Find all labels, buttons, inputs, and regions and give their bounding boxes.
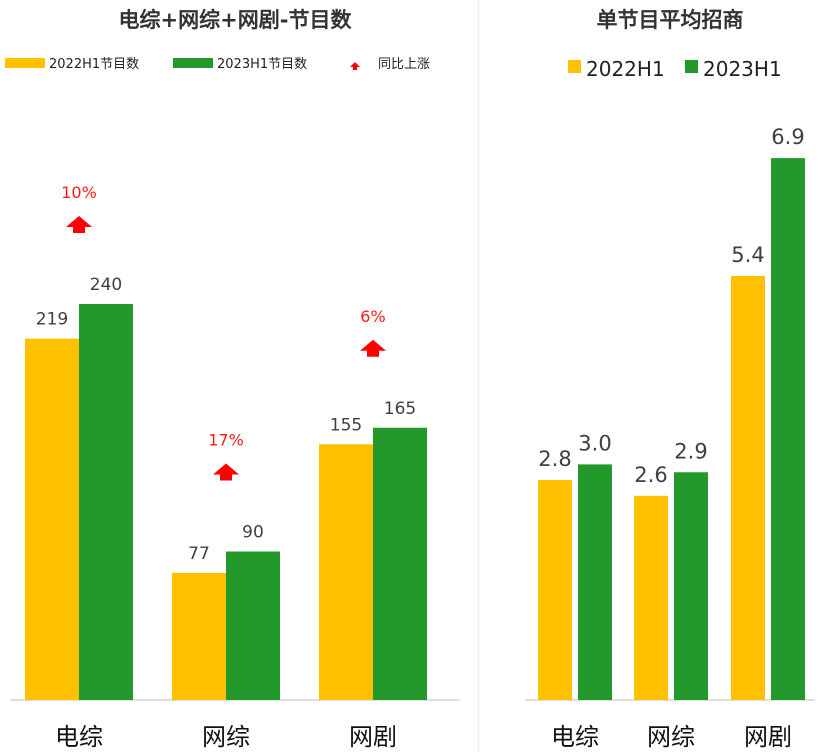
data-label: 2.9: [674, 439, 707, 463]
bar: [79, 304, 133, 700]
category-label: 电综: [55, 723, 103, 751]
growth-label: 6%: [360, 307, 385, 326]
legend-up-arrow-icon: [350, 62, 360, 70]
avg-sponsorship-chart: 单节目平均招商 2022H1 2023H1 2.8 3.0 电综 2.6 2.9 网综 5.4 6…: [520, 0, 820, 752]
legend-swatch: [5, 58, 45, 68]
legend-swatch: [685, 60, 698, 73]
data-label: 165: [384, 399, 416, 419]
data-label: 77: [188, 544, 210, 564]
bar: [373, 427, 427, 700]
legend-label: 2023H1节目数: [217, 57, 307, 72]
growth-label: 10%: [61, 183, 97, 202]
data-label: 155: [330, 415, 362, 435]
bar: [771, 158, 805, 700]
bar: [634, 495, 668, 700]
legend-label: 2023H1: [703, 57, 782, 81]
bar: [172, 572, 226, 700]
panel-divider: [478, 0, 479, 752]
category-label: 网剧: [349, 723, 397, 751]
up-arrow-icon: [360, 339, 386, 357]
legend-swatch: [568, 60, 581, 73]
data-label: 219: [36, 310, 68, 330]
up-arrow-icon: [66, 216, 92, 233]
legend-label: 2022H1节目数: [49, 57, 139, 72]
category-label: 网综: [647, 723, 695, 751]
data-label: 2.8: [538, 447, 571, 471]
legend-swatch: [173, 58, 213, 68]
bar: [538, 480, 572, 700]
program-count-plot: 2022H1节目数 2023H1节目数 同比上涨 219 240 10% 电综 77 90 17%…: [5, 57, 460, 751]
data-label: 90: [242, 523, 264, 543]
bar: [578, 464, 612, 700]
data-label: 5.4: [731, 243, 764, 267]
data-label: 3.0: [578, 431, 611, 455]
bar: [226, 551, 280, 700]
legend-label: 同比上涨: [378, 57, 430, 72]
category-label: 网综: [202, 723, 250, 751]
category-label: 网剧: [744, 723, 792, 751]
category-label: 电综: [551, 723, 599, 751]
avg-sponsorship-plot: 2022H1 2023H1 2.8 3.0 电综 2.6 2.9 网综 5.4 6.9 网剧: [525, 57, 815, 751]
bar: [25, 338, 79, 700]
up-arrow-icon: [213, 463, 239, 481]
chart-title: 单节目平均招商: [596, 8, 744, 32]
bar: [674, 472, 708, 700]
bar: [319, 444, 373, 700]
program-count-chart: 电综+网综+网剧-节目数 2022H1节目数 2023H1节目数 同比上涨 219 24…: [5, 8, 460, 751]
data-label: 240: [90, 275, 122, 295]
data-label: 6.9: [771, 125, 804, 149]
bar: [731, 275, 765, 700]
growth-label: 17%: [208, 431, 244, 450]
chart-title: 电综+网综+网剧-节目数: [118, 8, 352, 32]
data-label: 2.6: [634, 463, 667, 487]
legend-label: 2022H1: [586, 57, 665, 81]
